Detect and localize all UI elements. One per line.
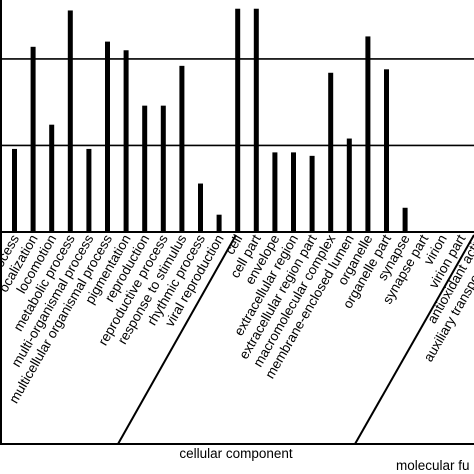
separator-line-cellular-component	[117, 234, 237, 445]
bar-viral-reproduction	[216, 214, 222, 232]
bar-cell-part	[253, 8, 259, 232]
bar-organelle-part	[384, 69, 389, 232]
bar-cellular-process	[12, 148, 17, 232]
bar-pigmentation	[123, 50, 129, 233]
bar-rhythmic-process	[198, 183, 203, 232]
bar-extracellular-region-part	[309, 155, 315, 232]
group-label-molecular-function: molecular fu	[396, 458, 470, 473]
bar-response-to-stimulus	[179, 65, 185, 232]
bar-synapse	[402, 207, 408, 232]
bar-extracellular-region	[291, 152, 296, 232]
bar-macromolecular-complex	[328, 72, 334, 233]
bar-envelope	[272, 152, 278, 232]
bars	[12, 8, 408, 233]
bar-metabolic-process	[67, 10, 73, 233]
bar-multicellular-organismal-process	[105, 41, 110, 232]
bar-reproductive-process	[160, 105, 166, 232]
bar-membrane-enclosed-lumen	[346, 138, 352, 232]
bar-organelle	[365, 36, 371, 232]
bar-locomotion	[49, 124, 55, 232]
bar-reproduction	[142, 105, 148, 232]
bar-multi-organismal-process	[86, 148, 92, 232]
group-label-cellular-component: cellular component	[179, 446, 293, 461]
bar-cell	[235, 8, 241, 232]
separator-line-molecular-function	[354, 234, 474, 445]
group-separators	[0, 0, 474, 445]
bar-localization	[30, 46, 36, 232]
